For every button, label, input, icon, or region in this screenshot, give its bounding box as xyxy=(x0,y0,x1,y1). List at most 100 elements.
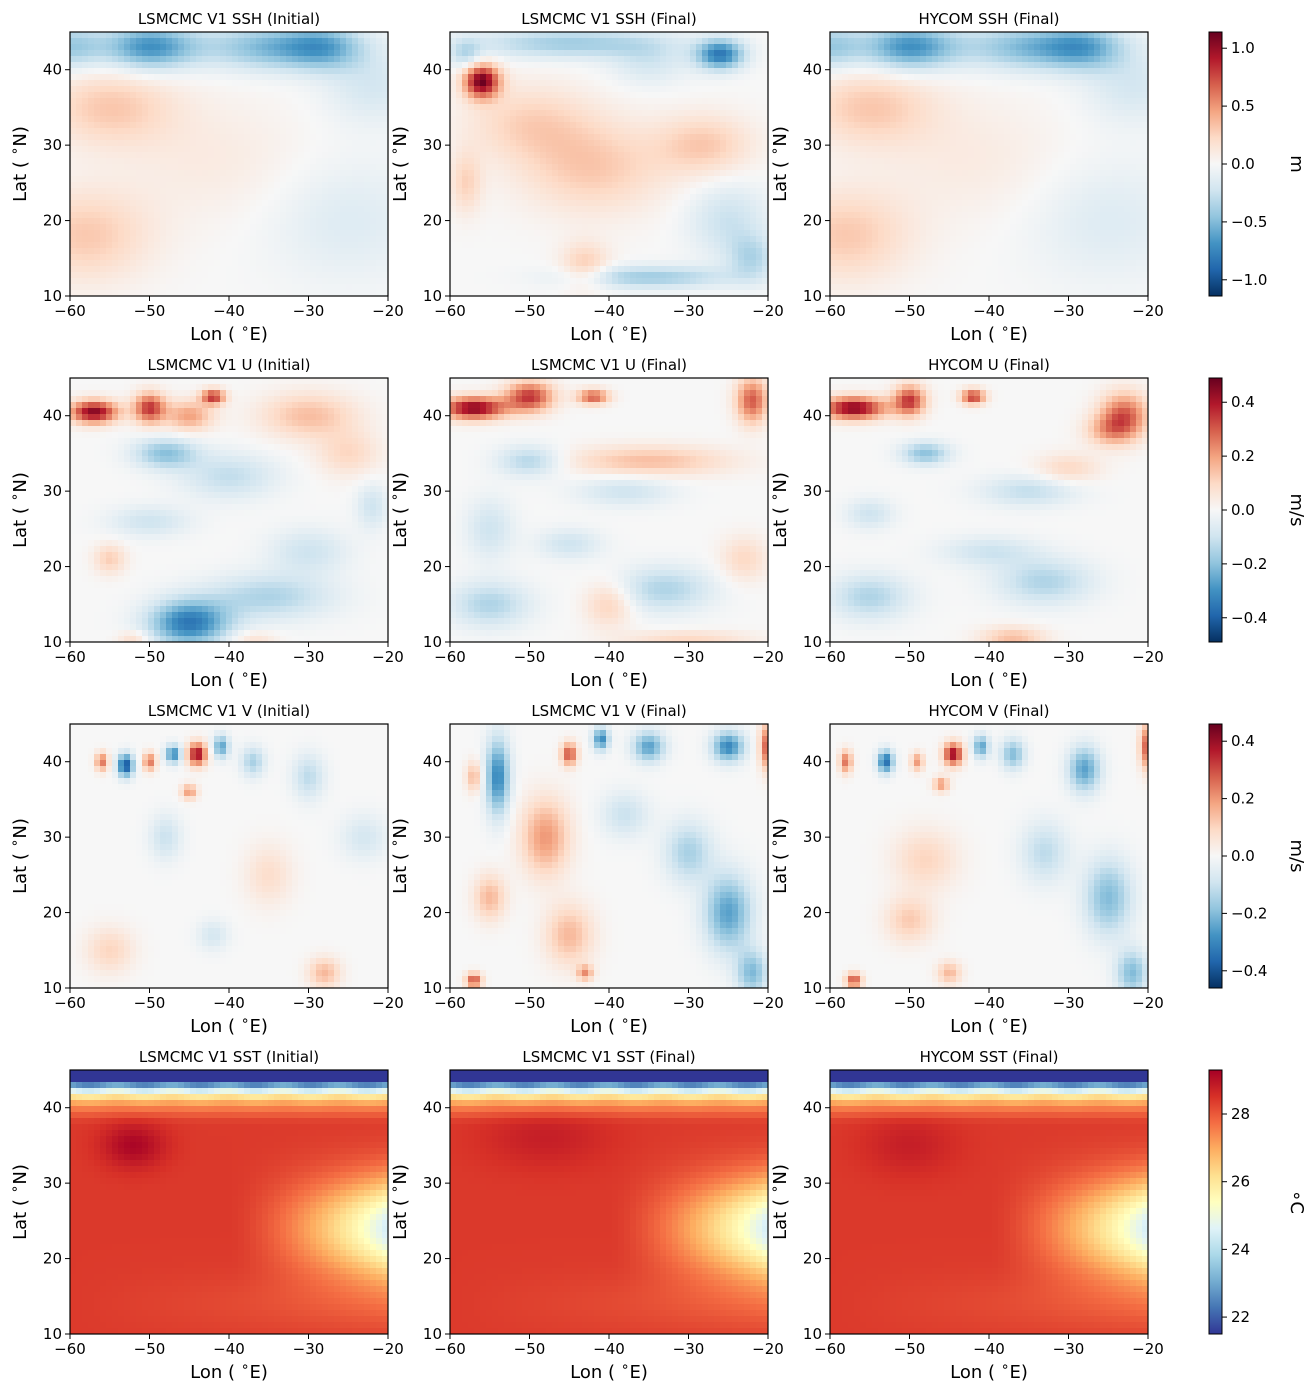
heatmap-cell xyxy=(660,146,667,153)
heatmap-cell xyxy=(274,98,281,105)
heatmap-cell xyxy=(76,134,83,141)
heatmap-cell xyxy=(666,104,673,111)
heatmap-cell xyxy=(190,224,197,231)
heatmap-cell xyxy=(304,134,311,141)
heatmap-cell xyxy=(316,80,323,87)
heatmap-cell xyxy=(756,188,763,195)
heatmap-cell xyxy=(950,44,957,51)
heatmap-cell xyxy=(370,164,377,171)
heatmap-cell xyxy=(286,32,293,39)
heatmap-cell xyxy=(480,128,487,135)
heatmap-cell xyxy=(528,290,535,297)
heatmap-cell xyxy=(184,290,191,297)
heatmap-cell xyxy=(588,32,595,39)
heatmap-cell xyxy=(762,158,769,165)
heatmap-cell xyxy=(346,134,353,141)
heatmap-cell xyxy=(696,146,703,153)
heatmap-cell xyxy=(666,290,673,297)
heatmap-cell xyxy=(106,104,113,111)
heatmap-cell xyxy=(208,116,215,123)
heatmap-cell xyxy=(208,170,215,177)
heatmap-cell xyxy=(160,200,167,207)
heatmap-cell xyxy=(310,254,317,261)
heatmap-cell xyxy=(630,92,637,99)
heatmap-cell xyxy=(522,200,529,207)
heatmap-cell xyxy=(714,38,721,45)
heatmap-cell xyxy=(352,158,359,165)
heatmap-cell xyxy=(100,236,107,243)
heatmap-cell xyxy=(268,116,275,123)
heatmap-cell xyxy=(172,284,179,291)
heatmap-cell xyxy=(492,104,499,111)
heatmap-cell xyxy=(316,212,323,219)
heatmap-cell xyxy=(480,242,487,249)
heatmap-cell xyxy=(268,248,275,255)
heatmap-cell xyxy=(648,224,655,231)
heatmap-cell xyxy=(1046,32,1053,39)
heatmap-cell xyxy=(208,200,215,207)
heatmap-cell xyxy=(70,218,77,225)
heatmap-cell xyxy=(702,278,709,285)
heatmap-cell xyxy=(630,242,637,249)
heatmap-cell xyxy=(600,290,607,297)
heatmap-cell xyxy=(160,128,167,135)
heatmap-cell xyxy=(220,158,227,165)
heatmap-cell xyxy=(558,122,565,129)
heatmap-cell xyxy=(70,146,77,153)
heatmap-cell xyxy=(570,50,577,57)
heatmap-cell xyxy=(480,164,487,171)
heatmap-cell xyxy=(262,254,269,261)
heatmap-cell xyxy=(576,170,583,177)
heatmap-cell xyxy=(136,62,143,69)
heatmap-cell xyxy=(346,266,353,273)
heatmap-cell xyxy=(148,134,155,141)
heatmap-cell xyxy=(878,50,885,57)
heatmap-cell xyxy=(268,134,275,141)
heatmap-cell xyxy=(708,86,715,93)
heatmap-cell xyxy=(136,68,143,75)
heatmap-cell xyxy=(340,200,347,207)
panel-1: LSMCMC V1 SSH (Final)−60 −50 −40 −30 −201020… xyxy=(387,10,784,345)
heatmap-cell xyxy=(624,56,631,63)
heatmap-cell xyxy=(456,80,463,87)
heatmap-cell xyxy=(328,278,335,285)
heatmap-cell xyxy=(298,158,305,165)
heatmap-cell xyxy=(154,134,161,141)
heatmap-cell xyxy=(570,242,577,249)
heatmap-cell xyxy=(250,218,257,225)
heatmap-cell xyxy=(456,284,463,291)
heatmap-cell xyxy=(642,134,649,141)
heatmap-cell xyxy=(220,146,227,153)
heatmap-cell xyxy=(352,218,359,225)
heatmap-cell xyxy=(70,182,77,189)
heatmap-cell xyxy=(564,44,571,51)
heatmap-cell xyxy=(160,176,167,183)
heatmap-cell xyxy=(690,188,697,195)
heatmap-cell xyxy=(172,212,179,219)
heatmap-cell xyxy=(250,86,257,93)
heatmap-cell xyxy=(744,128,751,135)
heatmap-cell xyxy=(884,32,891,39)
heatmap-cell xyxy=(474,152,481,159)
heatmap-cell xyxy=(274,224,281,231)
heatmap-cell xyxy=(666,92,673,99)
heatmap-cell xyxy=(738,152,745,159)
heatmap-cell xyxy=(642,230,649,237)
heatmap-cell xyxy=(564,134,571,141)
heatmap-cell xyxy=(950,38,957,45)
heatmap-cell xyxy=(334,38,341,45)
heatmap-cell xyxy=(214,206,221,213)
heatmap-cell xyxy=(884,38,891,45)
heatmap-cell xyxy=(172,206,179,213)
heatmap-cell xyxy=(376,248,383,255)
heatmap-cell xyxy=(558,110,565,117)
heatmap-cell xyxy=(142,236,149,243)
heatmap-cell xyxy=(154,230,161,237)
heatmap-cell xyxy=(456,68,463,75)
heatmap-cell xyxy=(504,236,511,243)
heatmap-cell xyxy=(340,278,347,285)
heatmap-cell xyxy=(316,152,323,159)
heatmap-cell xyxy=(172,50,179,57)
heatmap-cell xyxy=(1052,50,1059,57)
heatmap-cell xyxy=(636,170,643,177)
